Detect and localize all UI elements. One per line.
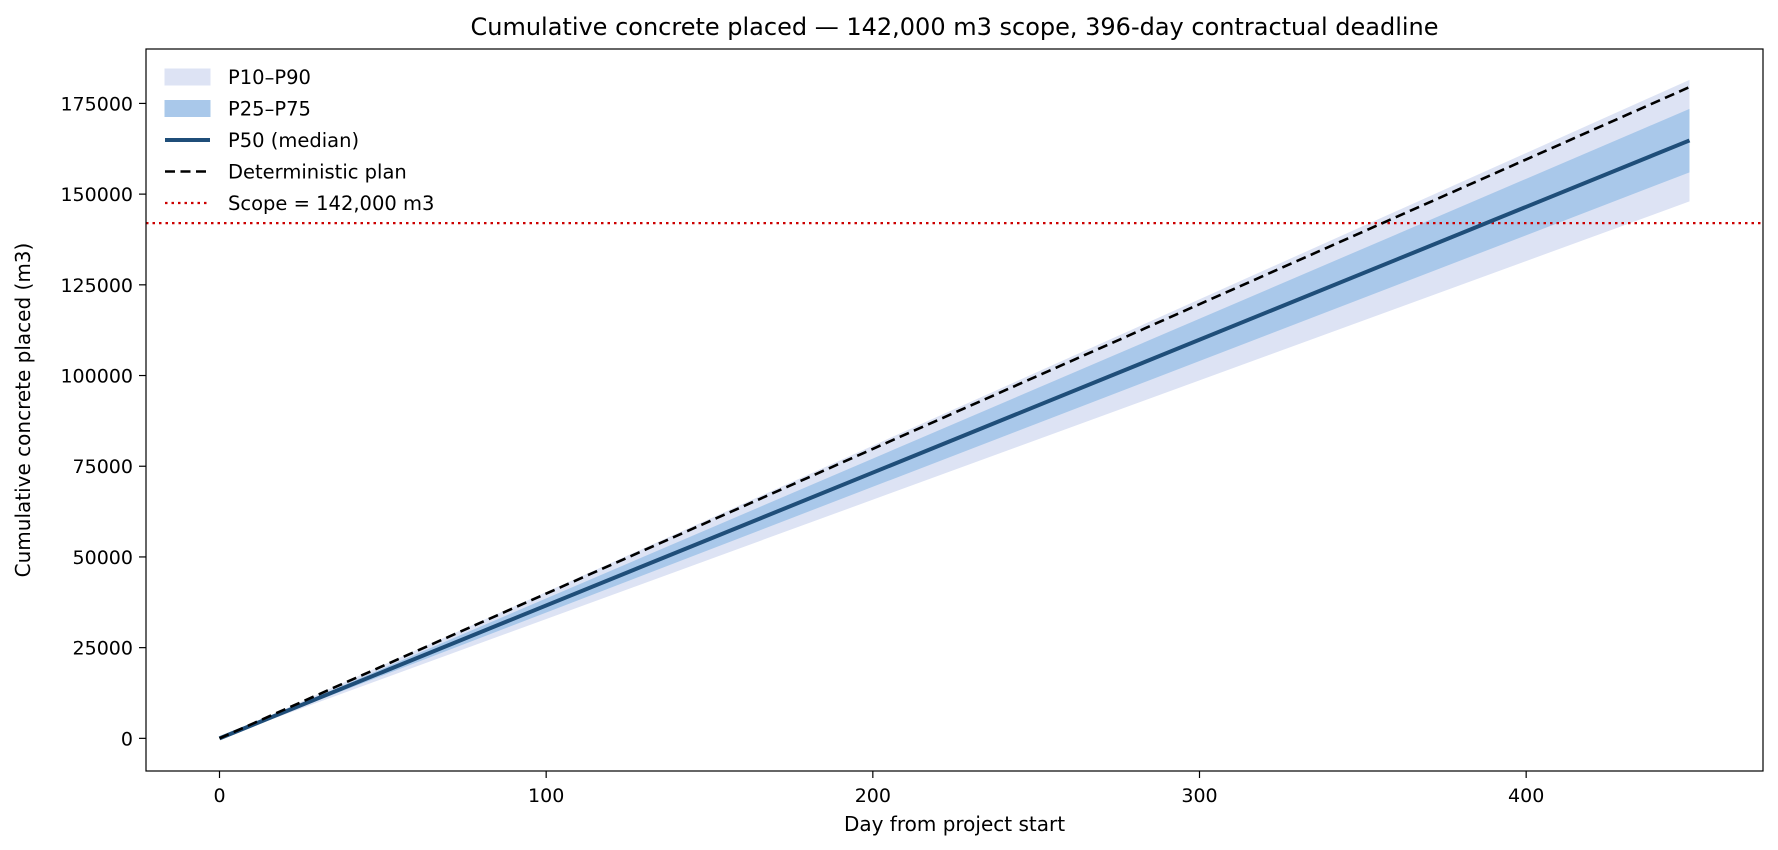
y-tick-label: 0 (121, 728, 133, 750)
legend-swatch (164, 100, 211, 117)
plot-area (146, 79, 1763, 741)
band-p25-p75 (219, 108, 1690, 739)
y-tick-label: 175000 (60, 93, 133, 115)
plot-frame (145, 48, 1764, 772)
x-tick-label: 100 (528, 785, 564, 807)
series-deterministic-line (218, 85, 1691, 740)
legend-label: P50 (median) (228, 129, 359, 152)
band-p10-p90 (219, 79, 1690, 739)
x-tick-label: 300 (1181, 785, 1217, 807)
legend-entry-p10-p90: P10–P90 (164, 66, 311, 89)
x-axis: 0 100 200 300 400 (213, 771, 1544, 807)
legend-label: P25–P75 (228, 98, 311, 121)
legend-entry-deterministic: Deterministic plan (165, 161, 407, 184)
x-axis-label: Day from project start (844, 812, 1065, 836)
y-tick-label: 50000 (73, 547, 133, 569)
legend-swatch (164, 68, 211, 86)
legend-entry-scope: Scope = 142,000 m3 (165, 192, 434, 215)
x-tick-label: 200 (855, 785, 891, 807)
legend-entry-p25-p75: P25–P75 (164, 98, 311, 121)
legend: P10–P90 P25–P75 P50 (median) Deterministic … (164, 66, 434, 215)
series-p50-line (218, 138, 1691, 741)
legend-label: Deterministic plan (228, 161, 407, 184)
y-tick-label: 150000 (60, 184, 133, 206)
chart-title: Cumulative concrete placed — 142,000 m3 … (470, 13, 1438, 41)
legend-entry-p50: P50 (median) (165, 129, 359, 152)
y-tick-label: 125000 (60, 275, 133, 297)
y-tick-label: 100000 (60, 366, 133, 388)
y-tick-label: 25000 (73, 638, 133, 660)
legend-label: P10–P90 (228, 66, 311, 89)
y-axis-label: Cumulative concrete placed (m3) (11, 243, 35, 578)
y-axis: 0 25000 50000 75000 100000 125000 150000 175000 (60, 93, 146, 750)
legend-label: Scope = 142,000 m3 (228, 192, 434, 215)
y-tick-label: 75000 (73, 456, 133, 478)
x-tick-label: 400 (1508, 785, 1544, 807)
x-tick-label: 0 (213, 785, 225, 807)
